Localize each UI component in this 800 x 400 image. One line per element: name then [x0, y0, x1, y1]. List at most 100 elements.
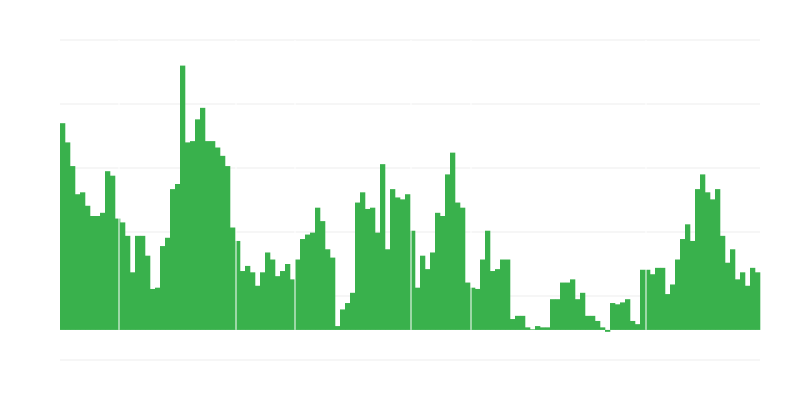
bar: [715, 189, 721, 330]
bar: [455, 202, 461, 330]
bar: [385, 249, 391, 330]
bar: [720, 235, 726, 330]
bar: [195, 119, 201, 330]
bar: [490, 271, 496, 330]
bar: [530, 329, 536, 330]
bar: [675, 259, 681, 330]
bar: [705, 192, 711, 330]
bar: [750, 267, 756, 330]
bar: [345, 303, 351, 330]
bar: [430, 252, 436, 330]
bar: [525, 327, 531, 330]
bar: [85, 205, 91, 330]
bar: [290, 279, 296, 330]
bar: [270, 259, 276, 330]
bar: [110, 175, 116, 330]
bar: [425, 269, 431, 330]
bar: [620, 302, 626, 330]
bar: [80, 192, 86, 330]
bar: [310, 232, 316, 330]
bar: [405, 194, 411, 330]
bar: [685, 224, 691, 330]
bar: [515, 315, 521, 330]
bar: [600, 327, 606, 330]
bar: [185, 142, 191, 330]
bar: [540, 327, 546, 330]
bar: [105, 171, 111, 330]
bar: [190, 141, 196, 330]
bar: [220, 155, 226, 330]
bar: [230, 227, 236, 330]
bar: [500, 259, 506, 330]
bar: [340, 309, 346, 330]
bar: [480, 259, 486, 330]
bar: [415, 287, 421, 330]
bar: [360, 192, 366, 330]
bar: [115, 218, 121, 330]
bar: [250, 272, 256, 330]
bar: [375, 232, 381, 330]
bar: [370, 207, 376, 330]
bar: [545, 327, 551, 330]
bar: [740, 272, 746, 330]
bar: [150, 288, 156, 330]
bar: [730, 249, 736, 330]
bar: [475, 288, 481, 330]
bar: [745, 285, 751, 330]
bar: [660, 267, 666, 330]
bar: [510, 319, 516, 330]
bar: [145, 255, 151, 330]
bar: [700, 174, 706, 330]
bar: [265, 252, 271, 330]
bar: [170, 189, 176, 330]
bar: [670, 284, 676, 330]
bars: [60, 65, 761, 332]
bar: [205, 141, 211, 330]
bar: [100, 212, 106, 330]
bar: [650, 274, 656, 330]
bar: [320, 221, 326, 330]
bar: [295, 259, 301, 330]
bar: [585, 315, 591, 330]
bar: [120, 222, 126, 330]
bar: [90, 216, 96, 330]
bar: [590, 315, 596, 330]
bar: [95, 216, 101, 330]
bar: [70, 166, 76, 330]
bar: [140, 235, 146, 330]
bar: [595, 320, 601, 330]
bar: [680, 239, 686, 330]
bar: [365, 208, 371, 330]
bar: [610, 303, 616, 330]
bar: [200, 107, 206, 330]
bar: [460, 207, 466, 330]
bar: [580, 292, 586, 330]
bar: [690, 240, 696, 330]
bar: [330, 257, 336, 330]
bar: [210, 141, 216, 330]
bar: [755, 272, 761, 330]
bar: [160, 246, 166, 330]
bar: [395, 197, 401, 330]
bar: [520, 315, 526, 330]
bar: [635, 324, 641, 330]
bar: [260, 272, 266, 330]
bar: [420, 255, 426, 330]
bar: [155, 287, 161, 330]
bar: [275, 276, 281, 330]
bar: [350, 292, 356, 330]
bar: [65, 142, 71, 330]
bar: [240, 271, 246, 330]
bar: [235, 240, 241, 330]
bar: [485, 230, 491, 330]
bar: [125, 235, 131, 330]
bar: [555, 299, 561, 330]
bar: [465, 282, 471, 330]
bar: [550, 299, 556, 330]
bar: [450, 152, 456, 330]
bar: [470, 287, 476, 330]
bar: [725, 262, 731, 330]
bar: [495, 269, 501, 330]
bar: [325, 249, 331, 330]
